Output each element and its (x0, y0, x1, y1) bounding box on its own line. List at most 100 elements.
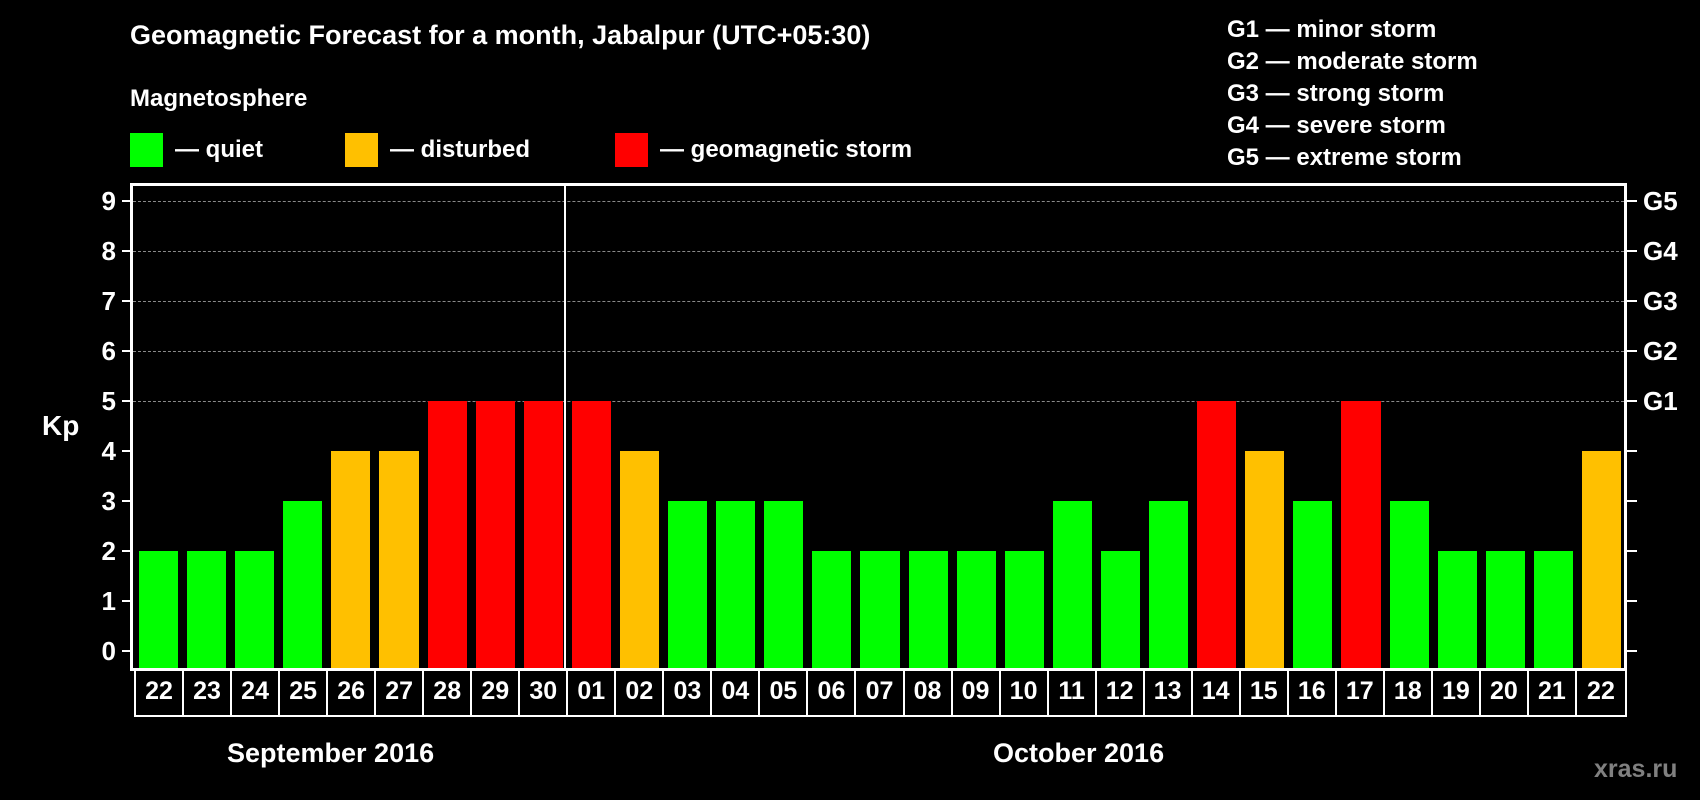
y-tick-label: 8 (101, 236, 116, 266)
g-legend-item: G4 — severe storm (1227, 112, 1446, 139)
g-scale-label: G2 (1643, 336, 1678, 366)
day-label: 13 (1145, 668, 1193, 715)
bar-quiet (1004, 551, 1044, 668)
right-y-tick (1627, 300, 1637, 302)
y-tick (122, 550, 132, 552)
y-tick (122, 300, 132, 302)
day-label: 22 (136, 668, 185, 715)
gridline (133, 201, 1624, 202)
right-y-tick (1627, 400, 1637, 402)
y-tick-label: 3 (101, 486, 116, 516)
y-tick-label: 0 (101, 636, 116, 666)
quiet-swatch-icon (130, 133, 163, 167)
right-y-tick (1627, 600, 1637, 602)
day-label: 24 (232, 668, 281, 715)
legend-quiet: — quiet (130, 133, 263, 167)
y-tick (122, 350, 132, 352)
day-label: 09 (953, 668, 1001, 715)
bar-quiet (1437, 551, 1477, 668)
y-tick (122, 600, 132, 602)
day-label: 18 (1385, 668, 1433, 715)
right-y-tick (1627, 450, 1637, 452)
bar-storm (571, 401, 611, 668)
right-y-tick (1627, 250, 1637, 252)
gridline (133, 251, 1624, 252)
month-label-october: October 2016 (993, 738, 1165, 768)
legend-storm: — geomagnetic storm (615, 133, 912, 167)
g-legend-item: G2 — moderate storm (1227, 48, 1478, 75)
g-scale-label: G5 (1643, 186, 1678, 216)
g-legend-item: G5 — extreme storm (1227, 144, 1462, 171)
day-label: 02 (616, 668, 665, 715)
bar-disturbed (619, 451, 660, 668)
bar-quiet (187, 551, 227, 668)
y-tick-label: 7 (101, 286, 116, 316)
bar-quiet (1293, 501, 1333, 668)
bar-quiet (1149, 501, 1189, 668)
watermark: xras.ru (1594, 755, 1678, 783)
bar-disturbed (379, 451, 419, 668)
legend-quiet-label: — quiet (175, 136, 263, 163)
day-label: 03 (664, 668, 713, 715)
bar-quiet (1389, 501, 1429, 668)
day-label: 26 (328, 668, 377, 715)
y-tick (122, 400, 132, 402)
y-axis-label: Kp (42, 410, 80, 441)
y-tick-label: 9 (101, 186, 116, 216)
chart-subtitle: Magnetosphere (130, 85, 308, 112)
month-label-september: September 2016 (227, 738, 435, 768)
y-tick-label: 6 (101, 336, 116, 366)
day-label: 12 (1097, 668, 1145, 715)
gridline (133, 351, 1624, 352)
day-label: 29 (472, 668, 521, 715)
day-label: 17 (1337, 668, 1385, 715)
day-label: 25 (280, 668, 329, 715)
day-label: 23 (184, 668, 233, 715)
y-tick-label: 4 (101, 436, 116, 466)
right-y-tick (1627, 650, 1637, 652)
bar-storm (1341, 401, 1381, 668)
g-legend-item: G1 — minor storm (1227, 16, 1437, 43)
bar-quiet (1485, 551, 1525, 668)
right-y-tick (1627, 550, 1637, 552)
day-labels-row: 22 23 24 25 26 27 28 29 30 01 02 03 04 05 06 07 08 09 10 11… (134, 668, 1627, 717)
plot-area (130, 183, 1627, 671)
g-scale-label: G4 (1643, 236, 1678, 266)
day-label: 15 (1241, 668, 1289, 715)
g-scale-legend: G1 — minor storm G2 — moderate storm G3 … (1227, 14, 1478, 174)
bar-quiet (668, 501, 708, 668)
storm-swatch-icon (615, 133, 648, 167)
legend-storm-label: — geomagnetic storm (660, 136, 913, 163)
bar-quiet (764, 501, 804, 668)
bar-quiet (1100, 551, 1141, 668)
bar-disturbed (1581, 451, 1621, 668)
day-label: 08 (905, 668, 953, 715)
legend-disturbed: — disturbed (345, 133, 530, 167)
right-y-tick (1627, 350, 1637, 352)
g-legend-item: G3 — strong storm (1227, 80, 1445, 107)
bar-quiet (908, 551, 948, 668)
day-label: 19 (1433, 668, 1481, 715)
bar-disturbed (1245, 451, 1285, 668)
day-label: 21 (1529, 668, 1577, 715)
bar-quiet (812, 551, 852, 668)
legend-disturbed-label: — disturbed (390, 136, 531, 163)
day-label: 04 (712, 668, 761, 715)
y-tick (122, 450, 132, 452)
day-label: 10 (1001, 668, 1049, 715)
bar-storm (427, 401, 467, 668)
month-divider (563, 186, 566, 668)
g-scale-label: G3 (1643, 286, 1678, 316)
day-label: 01 (568, 668, 617, 715)
bar-quiet (235, 551, 275, 668)
day-label: 05 (760, 668, 809, 715)
bar-quiet (956, 551, 996, 668)
bar-quiet (283, 501, 323, 668)
day-label: 28 (424, 668, 473, 715)
day-label: 06 (808, 668, 857, 715)
y-tick-label: 1 (101, 586, 116, 616)
y-tick (122, 500, 132, 502)
day-label: 20 (1481, 668, 1529, 715)
bar-storm (523, 401, 563, 668)
bar-quiet (1533, 551, 1573, 668)
